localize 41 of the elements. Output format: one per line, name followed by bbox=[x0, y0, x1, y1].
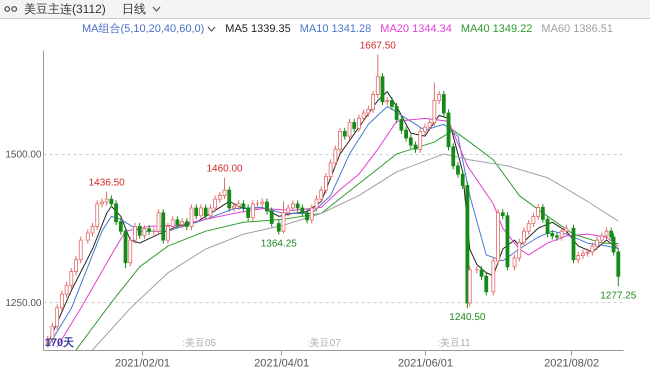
annotation: :美豆11 bbox=[437, 337, 471, 349]
candlestick bbox=[194, 204, 198, 220]
annotation: 1436.50 bbox=[88, 178, 126, 189]
x-tick-label: 2021/06/01 bbox=[398, 358, 453, 370]
candlestick bbox=[184, 218, 189, 230]
candlestick bbox=[296, 200, 300, 212]
annotation: 1667.50 bbox=[360, 40, 396, 52]
candlestick bbox=[227, 186, 232, 212]
candlestick bbox=[348, 118, 352, 140]
candlestick bbox=[199, 204, 203, 220]
candlestick bbox=[276, 219, 281, 236]
candlestick bbox=[175, 216, 180, 229]
x-tick-label: 2021/04/01 bbox=[254, 358, 310, 370]
candlestick bbox=[190, 204, 194, 230]
candlestick bbox=[342, 127, 347, 140]
candlestick bbox=[147, 224, 151, 236]
candlestick bbox=[156, 208, 160, 236]
candlestick bbox=[250, 200, 255, 222]
text: MA10 1341.28 bbox=[300, 22, 372, 34]
candlestick bbox=[180, 218, 184, 229]
annotation: 1460.00 bbox=[206, 164, 244, 175]
annotation: :美豆07 bbox=[306, 337, 342, 349]
x-tick-label: 2021/08/02 bbox=[544, 358, 600, 370]
text: MA40 1349.22 bbox=[460, 22, 532, 34]
chart-title: 美豆主连(3112) bbox=[24, 0, 106, 18]
annotation: :美豆05 bbox=[182, 337, 217, 349]
candlestick bbox=[352, 118, 356, 132]
legend-title: MA组合(5,10,20,40,60,0) bbox=[82, 22, 204, 36]
candlestick bbox=[142, 224, 146, 240]
candlestick bbox=[138, 222, 142, 240]
candlestick bbox=[204, 204, 208, 220]
annotation: 1277.25 bbox=[600, 290, 637, 302]
chart-subtitle: 日线 bbox=[122, 0, 146, 18]
text: MA60 1386.51 bbox=[541, 22, 613, 34]
y-tick-label: 1500.00 bbox=[5, 149, 42, 160]
text: MA20 1344.34 bbox=[380, 22, 452, 34]
annotation: 1364.25 bbox=[260, 238, 298, 250]
annotation: 1240.50 bbox=[449, 312, 486, 324]
y-tick-label: 1250.00 bbox=[5, 298, 42, 309]
text: MA5 1339.35 bbox=[225, 22, 291, 34]
x-tick-label: 2021/02/01 bbox=[114, 358, 170, 370]
